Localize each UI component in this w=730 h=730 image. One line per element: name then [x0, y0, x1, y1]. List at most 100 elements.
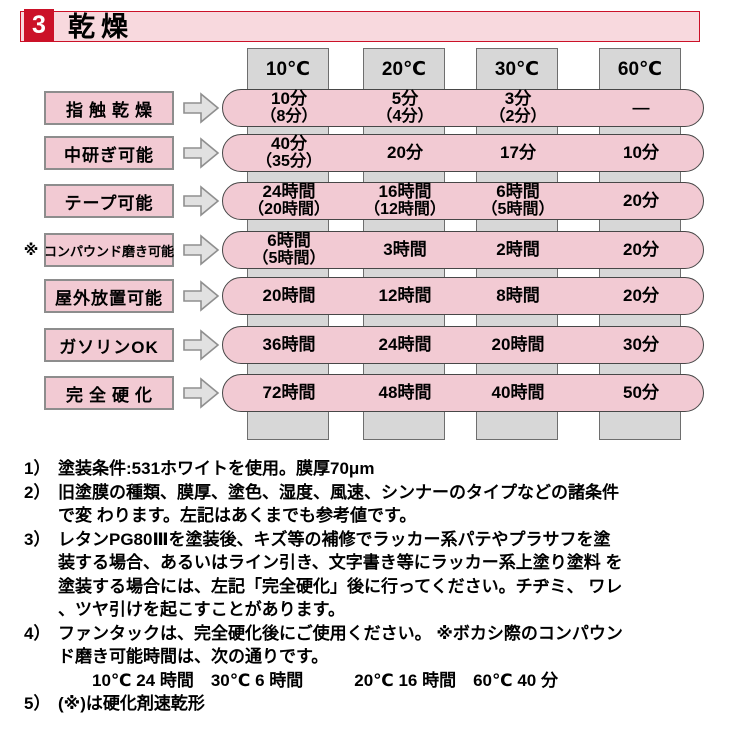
cell-main: 24時間: [262, 182, 316, 201]
row-pill: 24時間 （20時間） 16時間 （12時間） 6時間 （5時間） 20分: [222, 182, 704, 220]
cell-main: —: [632, 98, 650, 117]
section-number-badge: 3: [24, 9, 54, 42]
cell-sub: （12時間）: [364, 201, 446, 218]
footnote: 2） 旧塗膜の種類、膜厚、塗色、湿度、風速、シンナーのタイプなどの諸条件 で変 わ…: [24, 481, 726, 528]
cell-main: 50分: [623, 383, 659, 402]
cell-main: 10分: [271, 89, 307, 108]
cell-main: 17分: [500, 143, 536, 162]
footnote-line: 塗装条件:531ホワイトを使用。膜厚70μm: [58, 459, 375, 478]
cell-value: 10分: [581, 135, 701, 171]
footnote-text: 旧塗膜の種類、膜厚、塗色、湿度、風速、シンナーのタイプなどの諸条件 で変 わります…: [58, 481, 726, 528]
footnote-text: レタンPG80Ⅲを塗装後、キズ等の補修でラッカー系パテやプラサフを塗 装する場合、…: [58, 528, 726, 622]
footnote-line: 、ツヤ引けを起こすことがあります。: [58, 600, 345, 619]
cell-value: 20時間: [458, 327, 578, 363]
cell-value: 6時間 （5時間）: [229, 232, 349, 268]
cell-value: 3分 （2分）: [458, 90, 578, 126]
cell-main: 24時間: [378, 335, 432, 354]
footnote: 3） レタンPG80Ⅲを塗装後、キズ等の補修でラッカー系パテやプラサフを塗 装する…: [24, 528, 726, 622]
row-pill: 20時間 12時間 8時間 20分: [222, 277, 704, 315]
cell-value: 6時間 （5時間）: [458, 183, 578, 219]
cell-value: 8時間: [458, 278, 578, 314]
cell-main: 3分: [504, 89, 532, 108]
footnote-line: 塗装する場合には、左記「完全硬化」後に行ってください。チヂミ、 ワレ: [58, 576, 623, 596]
footnote-number: 2）: [24, 482, 51, 502]
temperature-header: 10℃: [265, 59, 311, 80]
cell-value: 40時間: [458, 375, 578, 411]
footnote-line: 装する場合、あるいはライン引き、文字書き等にラッカー系上塗り塗料 を: [58, 553, 623, 572]
footnote-line: ファンタックは、完全硬化後にご使用ください。 ※ボカシ際のコンパウン: [58, 623, 623, 643]
row-pill: 10分 （8分） 5分 （4分） 3分 （2分） —: [222, 89, 704, 127]
footnote-line: 旧塗膜の種類、膜厚、塗色、湿度、風速、シンナーのタイプなどの諸条件: [58, 482, 619, 502]
cell-sub: （20時間）: [248, 201, 330, 218]
footnotes: 1） 塗装条件:531ホワイトを使用。膜厚70μm 2） 旧塗膜の種類、膜厚、塗…: [24, 457, 726, 716]
section-banner: [20, 11, 700, 42]
arrow-right-icon: [183, 137, 220, 169]
cell-value: 16時間 （12時間）: [345, 183, 465, 219]
arrow-right-icon: [183, 329, 220, 361]
row-label: コンパウンド磨き可能: [44, 233, 174, 267]
cell-value: 48時間: [345, 375, 465, 411]
cell-value: 3時間: [345, 232, 465, 268]
cell-main: 36時間: [262, 335, 316, 354]
arrow-right-icon: [183, 280, 220, 312]
cell-main: 72時間: [262, 383, 316, 402]
page-title: 乾燥: [68, 12, 134, 42]
cell-value: 30分: [581, 327, 701, 363]
temperature-header: 30℃: [494, 59, 540, 80]
footnote-line: ド磨き可能時間は、次の通りです。: [58, 647, 329, 666]
row-label: 完全硬化: [44, 376, 174, 410]
cell-value: 20分: [581, 183, 701, 219]
cell-sub: （4分）: [376, 108, 434, 125]
cell-value: 10分 （8分）: [229, 90, 349, 126]
cell-main: 20分: [623, 286, 659, 305]
footnote-text: ファンタックは、完全硬化後にご使用ください。 ※ボカシ際のコンパウン ド磨き可能時…: [58, 622, 726, 693]
row-label: テープ可能: [44, 184, 174, 218]
arrow-right-icon: [183, 185, 220, 217]
cell-sub: （5時間）: [481, 201, 555, 218]
cell-main: 20時間: [491, 335, 545, 354]
cell-main: 20分: [623, 240, 659, 259]
arrow-right-icon: [183, 234, 220, 266]
temperature-header: 60℃: [617, 59, 663, 80]
cell-value: 20分: [581, 232, 701, 268]
cell-value: 36時間: [229, 327, 349, 363]
cell-value: 20分: [345, 135, 465, 171]
cell-main: 5分: [391, 89, 419, 108]
cell-value: —: [581, 90, 701, 126]
footnote: 5） (※)は硬化剤速乾形: [24, 692, 726, 716]
cell-main: 40分: [271, 134, 307, 153]
cell-value: 17分: [458, 135, 578, 171]
footnote: 4） ファンタックは、完全硬化後にご使用ください。 ※ボカシ際のコンパウン ド磨き…: [24, 622, 726, 693]
cell-value: 50分: [581, 375, 701, 411]
footnote-text: (※)は硬化剤速乾形: [58, 692, 726, 716]
cell-main: 16時間: [378, 182, 432, 201]
cell-value: 2時間: [458, 232, 578, 268]
cell-value: 12時間: [345, 278, 465, 314]
cell-value: 40分 （35分）: [229, 135, 349, 171]
row-pill: 72時間 48時間 40時間 50分: [222, 374, 704, 412]
cell-value: 72時間: [229, 375, 349, 411]
arrow-right-icon: [183, 377, 220, 409]
cell-sub: （2分）: [489, 108, 547, 125]
cell-main: 10分: [623, 143, 659, 162]
footnote-line: レタンPG80Ⅲを塗装後、キズ等の補修でラッカー系パテやプラサフを塗: [58, 529, 611, 549]
cell-main: 20分: [623, 191, 659, 210]
row-label: 中研ぎ可能: [44, 136, 174, 170]
footnote-number: 3）: [24, 529, 51, 549]
footnote-line: (※)は硬化剤速乾形: [58, 694, 205, 713]
cell-main: 6時間: [496, 182, 540, 201]
cell-sub: （8分）: [260, 108, 318, 125]
cell-main: 2時間: [496, 240, 540, 259]
arrow-right-icon: [183, 92, 220, 124]
cell-value: 24時間 （20時間）: [229, 183, 349, 219]
row-pill: 40分 （35分） 20分 17分 10分: [222, 134, 704, 172]
row-pill: 36時間 24時間 20時間 30分: [222, 326, 704, 364]
row-note-mark: ※: [23, 242, 39, 259]
cell-value: 24時間: [345, 327, 465, 363]
cell-main: 48時間: [378, 383, 432, 402]
cell-main: 3時間: [383, 240, 427, 259]
cell-value: 20時間: [229, 278, 349, 314]
row-label: 指触乾燥: [44, 91, 174, 125]
footnote-number: 1）: [24, 459, 51, 478]
cell-sub: （5時間）: [252, 250, 326, 267]
